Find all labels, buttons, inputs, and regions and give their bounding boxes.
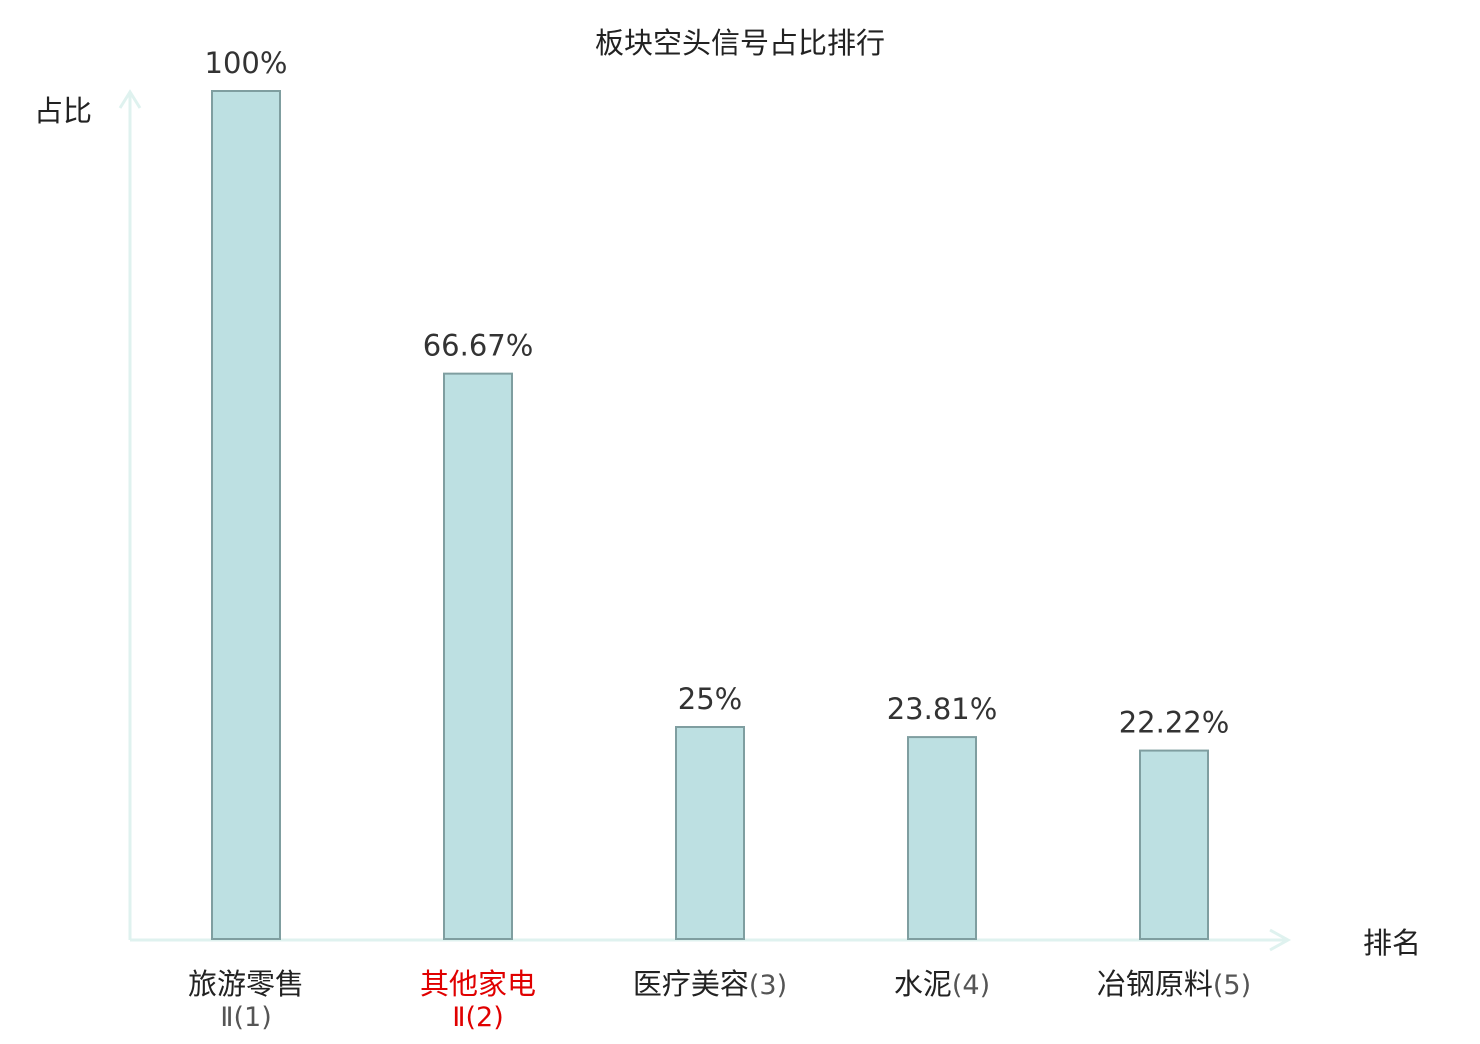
bar-value-label: 100%	[205, 46, 288, 80]
bar	[1139, 749, 1209, 940]
x-tick-rank-label: Ⅱ(2)	[452, 1002, 504, 1033]
x-tick-label: 医疗美容(3)	[633, 967, 787, 1001]
x-tick-label: 冶钢原料(5)	[1097, 967, 1251, 1001]
bar	[211, 90, 281, 940]
x-tick-label: 水泥(4)	[894, 967, 990, 1001]
bar	[443, 372, 513, 940]
x-axis-label: 排名	[1363, 926, 1421, 960]
x-tick-label: 其他家电	[420, 967, 536, 1001]
bar	[675, 726, 745, 940]
y-axis-label: 占比	[34, 94, 92, 128]
bar	[907, 736, 977, 940]
bar-value-label: 66.67%	[423, 329, 534, 363]
x-axis-arrow-icon	[1269, 928, 1292, 952]
bar-value-label: 23.81%	[887, 692, 998, 726]
y-axis-arrow-icon	[118, 89, 142, 109]
x-tick-rank-label: Ⅱ(1)	[220, 1002, 272, 1033]
chart-title: 板块空头信号占比排行	[595, 26, 885, 60]
bar-value-label: 25%	[678, 682, 742, 716]
bar-value-label: 22.22%	[1119, 706, 1230, 740]
x-tick-label: 旅游零售	[188, 967, 304, 1001]
